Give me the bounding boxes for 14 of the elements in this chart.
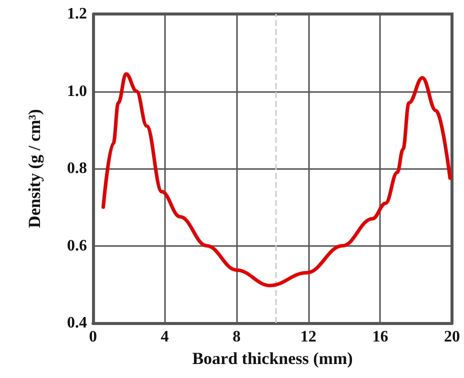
y-tick-label: 1.0 xyxy=(67,82,87,100)
x-tick-label: 0 xyxy=(89,328,97,346)
x-tick-label: 16 xyxy=(372,328,388,346)
y-tick-label: 0.6 xyxy=(67,237,87,254)
x-tick-label: 20 xyxy=(444,328,460,346)
y-tick-label: 0.4 xyxy=(67,314,87,332)
y-tick-label: 1.2 xyxy=(67,6,87,22)
x-tick-label: 12 xyxy=(300,328,316,346)
x-tick-label: 8 xyxy=(232,328,241,346)
line-series xyxy=(101,72,452,288)
y-axis-title: Density (g / cm³) xyxy=(25,109,44,228)
x-axis-title: Board thickness (mm) xyxy=(192,348,353,368)
x-tick-label: 4 xyxy=(160,328,169,346)
y-tick-label: 0.8 xyxy=(67,160,87,177)
